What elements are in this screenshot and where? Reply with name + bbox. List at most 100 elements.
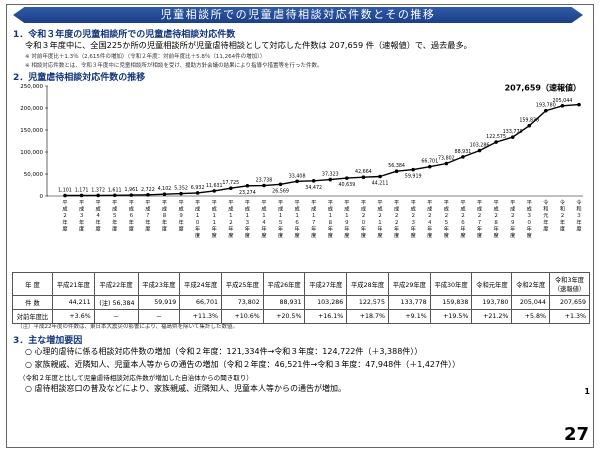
- x-tick-label: 度: [527, 231, 532, 239]
- data-label: 37,323: [322, 172, 339, 178]
- x-tick-label: 成: [178, 205, 183, 213]
- x-tick-label: 平: [394, 199, 399, 206]
- data-label: 59,919: [405, 174, 422, 180]
- table-cell: 88,931: [262, 295, 306, 310]
- x-tick-label: ０: [195, 220, 200, 226]
- x-tick-label: ０: [361, 220, 366, 226]
- x-tick-label: 年: [460, 224, 465, 232]
- data-label: 40,639: [338, 182, 355, 188]
- x-tick-label: 度: [344, 231, 349, 239]
- table-column-header: 平成21年度: [51, 272, 95, 296]
- table-column-header: 平成22年度: [93, 272, 139, 296]
- x-tick-label: 成: [361, 205, 366, 213]
- x-tick-label: 平: [112, 199, 117, 206]
- x-tick-label: ９: [510, 220, 515, 226]
- data-label: 193,780: [536, 103, 556, 109]
- x-tick-label: 平: [278, 199, 283, 206]
- slide-small-number: 1: [584, 387, 590, 396]
- table-cell: 103,286: [304, 295, 348, 310]
- x-tick-label: 度: [96, 224, 101, 232]
- x-tick-label: 度: [212, 231, 217, 239]
- x-tick-label: 度: [145, 224, 150, 232]
- data-point: [311, 179, 316, 183]
- data-label: 122,575: [486, 134, 506, 140]
- x-tick-label: １: [261, 213, 266, 219]
- x-tick-label: 令: [576, 198, 582, 206]
- x-tick-label: 年: [178, 218, 183, 226]
- table-cell: +19.5%: [429, 309, 473, 324]
- x-tick-label: 和: [543, 205, 548, 213]
- data-label: 1,101: [58, 188, 72, 194]
- y-tick-label: 200,000: [20, 106, 43, 112]
- x-tick-label: 度: [112, 224, 117, 232]
- x-tick-label: 度: [228, 231, 233, 239]
- section1-text: 令和３年度中に、全国225か所の児童相談所が児童虐待相談として対応した件数は 2…: [25, 40, 472, 50]
- x-tick-label: 平: [145, 199, 150, 206]
- data-label: 5,352: [174, 186, 188, 192]
- x-tick-label: 成: [228, 205, 233, 213]
- x-tick-label: 度: [493, 231, 498, 239]
- x-tick-label: 年: [145, 218, 150, 226]
- x-tick-label: 成: [112, 205, 117, 213]
- data-label: 34,472: [305, 185, 322, 191]
- table-column-header: 平成29年度: [387, 272, 431, 296]
- series-line: [65, 103, 580, 197]
- table-cell: +16.1%: [304, 309, 348, 324]
- x-tick-label: 成: [96, 205, 101, 213]
- x-tick-label: 平: [62, 199, 67, 206]
- x-tick-label: 平: [411, 199, 416, 206]
- table-cell: 73,802: [221, 295, 264, 310]
- x-tick-label: ２: [427, 213, 432, 219]
- data-label: 73,802: [438, 156, 455, 162]
- data-point: [295, 179, 299, 184]
- data-point: [229, 186, 233, 191]
- x-tick-label: １: [328, 213, 333, 219]
- x-tick-label: ３: [527, 213, 532, 219]
- section2-heading: 2．児童虐待相談対応件数の推移: [13, 73, 146, 83]
- data-point: [212, 189, 217, 193]
- table-cell: +3.6%: [51, 309, 95, 324]
- table-cell: +5.8%: [511, 309, 550, 324]
- x-tick-label: ２: [493, 213, 498, 219]
- data-table: 年 度平成21年度 平成22年度 平成23年度 平成24年度 平成25年度 平成26年度平…: [12, 272, 591, 324]
- table-column-header: 令和2年度: [511, 272, 550, 296]
- x-tick-label: １: [278, 213, 283, 219]
- x-tick-label: ９: [178, 213, 183, 219]
- x-tick-label: 成: [328, 205, 333, 213]
- slide: 児童相談所での児童虐待相談対応件数とその推移 1．令和３年度の児童相談所での児童…: [6, 4, 594, 448]
- x-tick-label: ５: [278, 220, 283, 226]
- table-cell: +9.1%: [387, 309, 431, 324]
- x-tick-label: 成: [212, 205, 217, 213]
- x-tick-label: 度: [79, 224, 84, 232]
- data-label: 44,211: [372, 181, 389, 187]
- x-tick-label: ２: [377, 213, 382, 219]
- x-tick-label: ３: [576, 213, 581, 219]
- section3-item3: ○ 虐待相談窓口の普及などにより、家族親戚、近隣知人、児童本人等からの通告が増加…: [25, 384, 347, 393]
- data-point: [577, 102, 581, 107]
- x-tick-label: 元: [543, 212, 548, 219]
- data-label: 56,384: [388, 163, 405, 169]
- x-tick-label: 年: [444, 224, 449, 232]
- section1-note2: ※ 相談対応件数とは、令和３年度中に児童相談所が相談を受け、援助方針会議の結果に…: [25, 63, 323, 69]
- y-tick-label: 0: [40, 194, 44, 200]
- table-column-header: 平成28年度: [346, 272, 389, 296]
- x-tick-label: １: [344, 213, 349, 219]
- x-tick-label: 成: [427, 205, 432, 213]
- table-header-row: 年 度平成21年度 平成22年度 平成23年度 平成24年度 平成25年度 平成26年度平…: [12, 272, 591, 296]
- x-tick-label: 年: [295, 224, 300, 232]
- x-tick-label: 平: [295, 199, 300, 206]
- x-tick-label: 平: [510, 199, 515, 206]
- data-label: 1,171: [75, 187, 89, 193]
- x-tick-label: 成: [493, 205, 498, 213]
- data-point: [510, 135, 515, 139]
- x-tick-label: ３: [245, 220, 250, 226]
- x-tick-label: ２: [444, 213, 449, 219]
- x-tick-label: ０: [527, 220, 532, 226]
- x-tick-label: 成: [245, 205, 250, 213]
- x-tick-label: 度: [261, 231, 266, 239]
- x-tick-label: 平: [460, 199, 465, 206]
- x-tick-label: 平: [377, 199, 382, 206]
- x-tick-label: 度: [178, 224, 183, 232]
- x-tick-label: 平: [527, 199, 532, 206]
- data-point: [477, 148, 482, 153]
